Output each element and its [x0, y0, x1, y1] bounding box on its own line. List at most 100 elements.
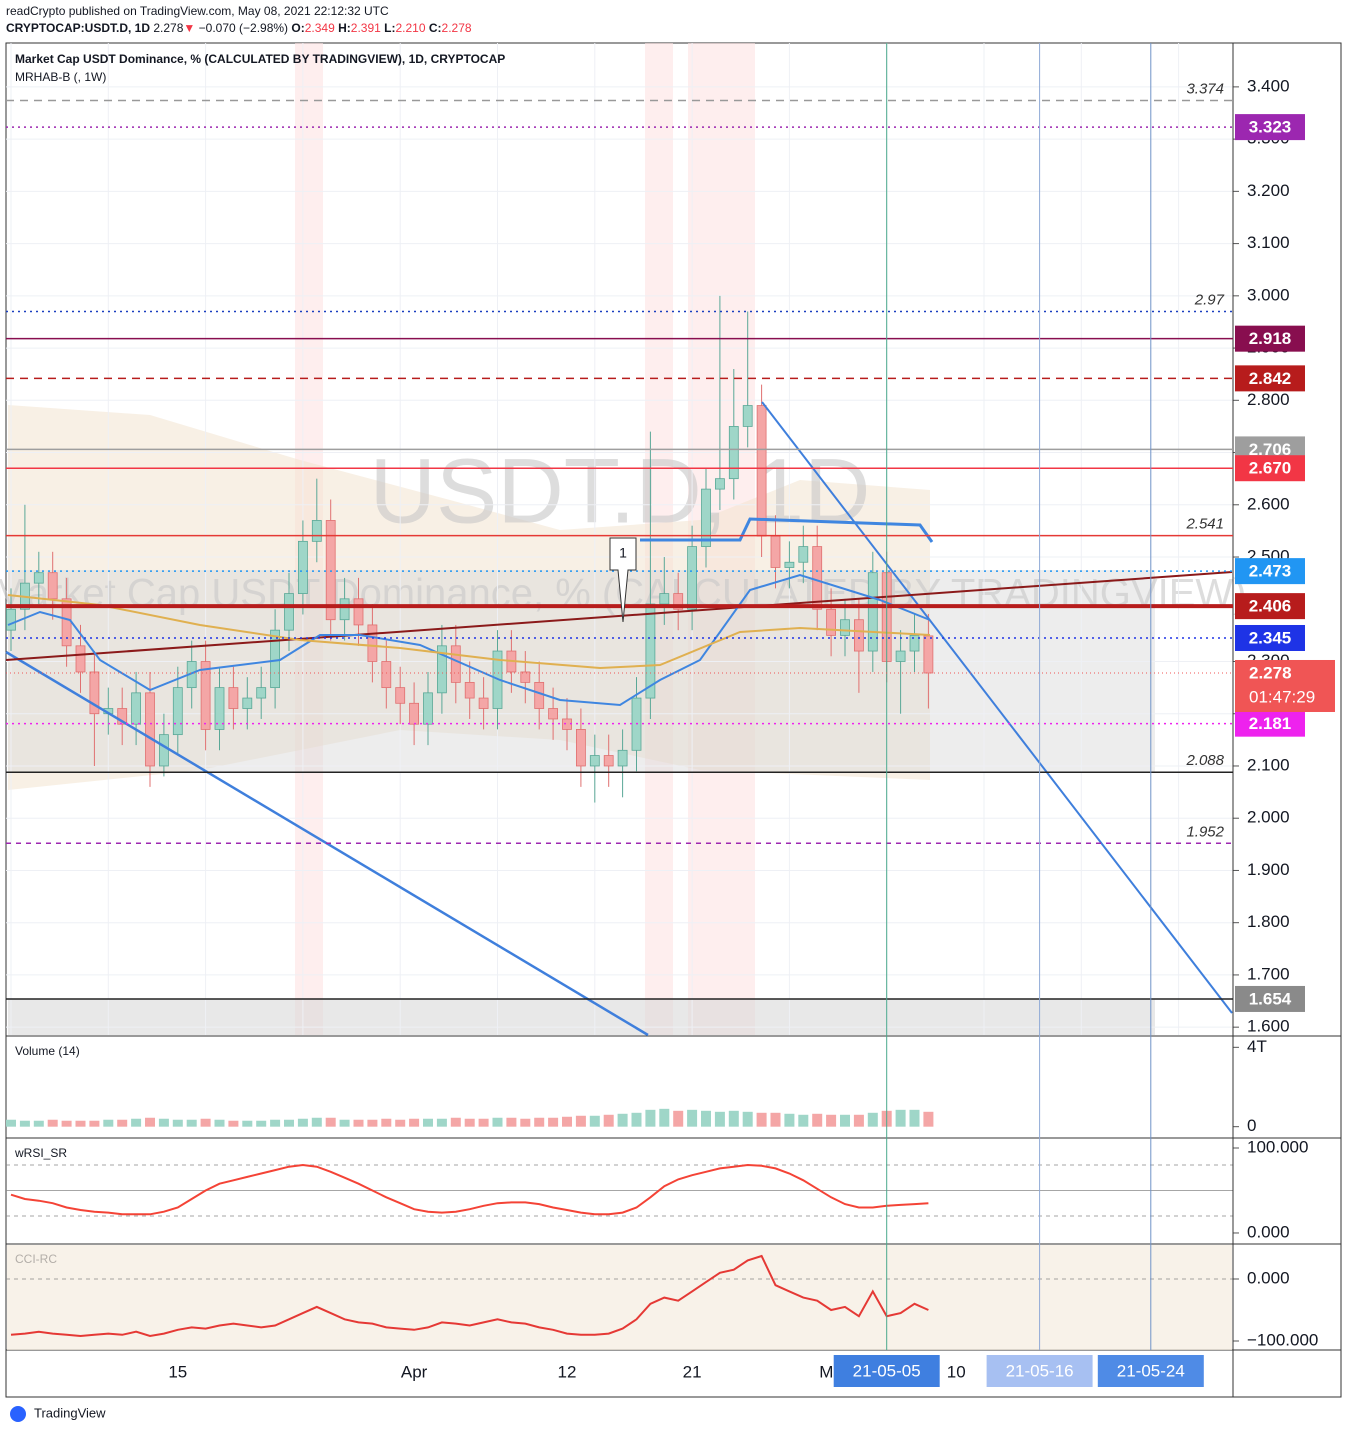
price-box-label: 3.323 — [1249, 118, 1292, 137]
volume-bar — [520, 1118, 531, 1127]
volume-bar — [145, 1117, 155, 1127]
volume-bar — [297, 1118, 308, 1127]
indicator-line — [10, 1163, 929, 1216]
l: 2.210 — [395, 21, 425, 35]
volume-bar — [742, 1111, 753, 1127]
volume-bar — [714, 1111, 725, 1127]
y-tick-label: 3.000 — [1247, 285, 1290, 304]
candle-body — [172, 687, 183, 736]
price-box — [1235, 985, 1305, 1012]
candle-body — [47, 572, 58, 600]
volume-bar — [339, 1119, 350, 1127]
volume-bar — [798, 1114, 809, 1127]
volume-bar — [492, 1117, 503, 1127]
price-box-label: 2.473 — [1249, 562, 1292, 581]
date-marker-label: 21-05-24 — [1117, 1361, 1185, 1380]
volume-bar — [603, 1114, 614, 1127]
candle-body — [464, 681, 475, 699]
candle-body — [617, 749, 628, 767]
volume-bar — [325, 1117, 336, 1127]
y-tick-label: 3.200 — [1247, 181, 1290, 200]
candle-body — [353, 598, 364, 626]
volume-bar — [200, 1118, 211, 1127]
x-tick-label: 15 — [168, 1362, 187, 1381]
candle-body — [645, 603, 656, 699]
volume-bar — [756, 1112, 767, 1127]
x-tick-label: 21 — [683, 1362, 702, 1381]
candle-body — [395, 687, 406, 704]
pane-title: Volume (14) — [15, 1044, 80, 1058]
l-label: L: — [384, 21, 395, 35]
volume-bar — [853, 1114, 864, 1127]
candle-body — [117, 708, 128, 725]
candle-body — [840, 619, 850, 636]
candle-body — [909, 634, 920, 652]
volume-bar — [270, 1119, 281, 1127]
volume-bar — [131, 1118, 142, 1127]
candle-body — [242, 697, 253, 709]
y-tick-label: 2.000 — [1247, 808, 1290, 827]
current-price-box — [1235, 659, 1335, 712]
candle-body — [450, 645, 461, 683]
volume-bar — [436, 1118, 447, 1127]
candle-body — [701, 488, 711, 547]
price-box — [1235, 365, 1305, 392]
date-marker-label: 21-05-05 — [853, 1361, 921, 1380]
volume-bar — [172, 1119, 183, 1127]
y-tick-label: 3.400 — [1247, 76, 1290, 95]
price-box-label: 2.918 — [1249, 329, 1292, 348]
candle-body — [867, 572, 878, 652]
volume-bar — [256, 1120, 267, 1127]
candle-body — [409, 702, 420, 725]
volume-bar — [840, 1114, 850, 1127]
volume-bar — [395, 1119, 406, 1127]
level-label: 3.374 — [1186, 80, 1224, 97]
volume-bar — [186, 1119, 197, 1127]
candle-body — [756, 405, 767, 537]
candle-body — [798, 546, 809, 563]
candle-body — [339, 598, 350, 621]
pane-title: wRSI_SR — [14, 1146, 67, 1160]
symbol-line: CRYPTOCAP:USDT.D, 1D 2.278▼ −0.070 (−2.9… — [6, 21, 472, 35]
candle-body — [325, 520, 336, 621]
volume-bar — [548, 1117, 559, 1127]
candle-body — [297, 540, 308, 594]
volume-bar — [311, 1117, 322, 1127]
callout-label: 1 — [619, 545, 627, 561]
volume-bar — [617, 1113, 628, 1127]
candle-body — [284, 593, 294, 631]
level-label: 1.952 — [1186, 823, 1224, 840]
indicator-line — [10, 1254, 929, 1338]
price-box — [1235, 325, 1305, 352]
candle-body — [311, 520, 322, 542]
candle-body — [6, 608, 16, 631]
volume-bar — [562, 1116, 572, 1127]
y-tick-label: 1.800 — [1247, 912, 1290, 931]
candle-body — [895, 650, 906, 662]
legend-subtitle: MRHAB-B (, 1W) — [15, 70, 106, 84]
candle-body — [200, 661, 211, 730]
candle-body — [770, 535, 781, 568]
volume-bar — [47, 1119, 58, 1127]
legend-title: Market Cap USDT Dominance, % (CALCULATED… — [15, 52, 505, 66]
volume-bar — [867, 1112, 878, 1127]
volume-bar — [645, 1109, 656, 1127]
callout — [609, 537, 637, 623]
price-box — [1235, 710, 1305, 737]
volume-bar — [19, 1120, 30, 1127]
candle-body — [131, 692, 142, 725]
price-box-label: 2.181 — [1249, 714, 1292, 733]
volume-bar — [784, 1113, 795, 1127]
x-tick-label: Apr — [401, 1362, 428, 1381]
candle-body — [158, 734, 169, 767]
o-label: O: — [291, 21, 304, 35]
c-label: C: — [429, 21, 442, 35]
candle-body — [520, 671, 531, 683]
moving-average — [7, 594, 931, 670]
volume-bar — [214, 1119, 225, 1127]
candle-body — [548, 708, 558, 720]
candle-body — [812, 546, 823, 610]
price-box — [1235, 114, 1305, 141]
